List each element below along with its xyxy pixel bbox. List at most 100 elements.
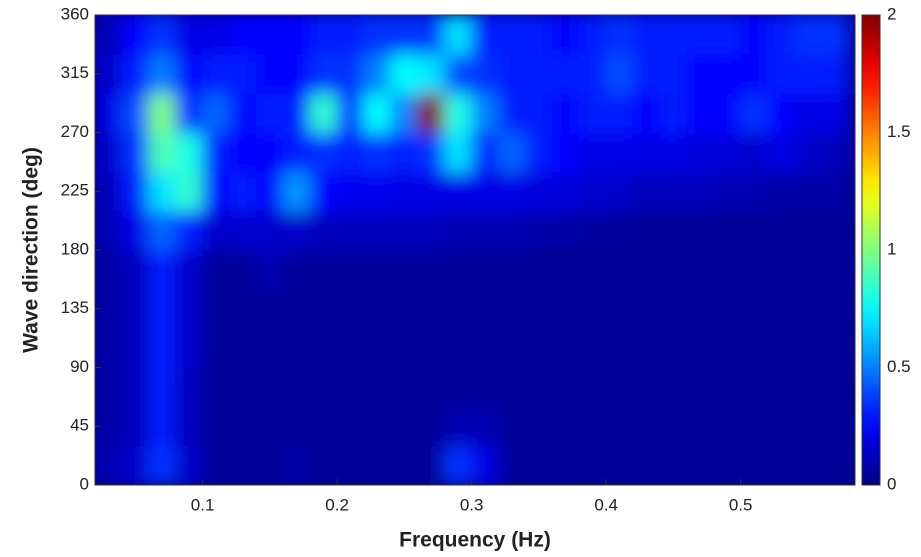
x-axis-label: Frequency (Hz): [399, 529, 551, 552]
heat-cell: [551, 367, 580, 408]
heat-cell: [524, 53, 553, 94]
heat-cell: [95, 445, 123, 485]
heat-cell: [471, 210, 500, 251]
heat-cell: [444, 445, 473, 485]
heat-cell: [417, 445, 446, 485]
heat-cell: [471, 15, 500, 55]
heat-cell: [793, 327, 822, 368]
heat-cell: [632, 327, 661, 368]
heat-cell: [686, 132, 715, 173]
heat-cell: [524, 288, 553, 329]
heat-cell: [148, 367, 177, 408]
heat-cell: [793, 132, 822, 173]
heat-cell: [390, 327, 419, 368]
heat-cell: [282, 445, 311, 485]
heat-cell: [740, 327, 769, 368]
heat-cell: [605, 171, 634, 212]
heat-cell: [202, 15, 231, 55]
heat-cell: [336, 15, 365, 55]
heat-cell: [444, 288, 473, 329]
heat-cell: [605, 15, 634, 55]
heat-cell: [793, 53, 822, 94]
y-tick-label: 225: [61, 181, 89, 200]
heat-cell: [202, 171, 231, 212]
heat-cell: [524, 15, 553, 55]
heat-cell: [659, 327, 688, 368]
colorbar-tick-label: 2: [887, 4, 896, 23]
colorbar-tick-label: 0: [887, 474, 896, 493]
heat-cell: [202, 132, 231, 173]
heat-cell: [820, 132, 849, 173]
heat-cell: [336, 367, 365, 408]
heat-cell: [202, 249, 231, 290]
heat-cell: [148, 288, 177, 329]
heat-cell: [121, 132, 150, 173]
heat-cell: [659, 406, 688, 447]
heat-cell: [686, 210, 715, 251]
heat-cell: [309, 92, 338, 133]
heat-cell: [498, 445, 526, 485]
heat-cell: [551, 445, 580, 485]
heat-cell: [713, 445, 742, 485]
heat-cell: [820, 53, 849, 94]
heat-cell: [471, 92, 500, 133]
heat-cell: [282, 132, 311, 173]
heat-cell: [309, 249, 338, 290]
heat-cell: [551, 53, 580, 94]
heat-cell: [659, 15, 688, 55]
heat-cell: [417, 367, 446, 408]
heat-cell: [202, 210, 231, 251]
axes: 0.1 0.2 0.3 0.4 0.5 0 45 90 135 180 225 270 315 360 0 0…: [61, 4, 911, 514]
heat-cell: [740, 249, 769, 290]
heat-cell: [498, 249, 526, 290]
heat-cell: [713, 327, 742, 368]
heat-cell: [767, 15, 795, 55]
heat-cell: [740, 15, 769, 55]
heat-cell: [417, 249, 446, 290]
heat-cell: [793, 367, 822, 408]
heat-cell: [336, 210, 365, 251]
heat-cell: [740, 132, 769, 173]
heat-cell: [578, 132, 607, 173]
heat-cell: [632, 92, 661, 133]
heatmap: [95, 15, 849, 485]
heat-cell: [740, 406, 769, 447]
heat-cell: [498, 171, 526, 212]
heat-cell: [767, 132, 795, 173]
heat-cell: [767, 327, 795, 368]
heat-cell: [820, 249, 849, 290]
heat-cell: [336, 445, 365, 485]
heat-cell: [363, 288, 392, 329]
heat-cell: [121, 171, 150, 212]
heat-cell: [793, 288, 822, 329]
heat-cell: [202, 92, 231, 133]
heat-cell: [95, 249, 123, 290]
heat-cell: [336, 327, 365, 368]
colorbar: [861, 14, 881, 486]
heat-cell: [793, 249, 822, 290]
heat-cell: [175, 53, 204, 94]
heat-cell: [524, 132, 553, 173]
heat-cell: [498, 288, 526, 329]
heat-cell: [229, 249, 257, 290]
heat-cell: [336, 406, 365, 447]
heat-cell: [229, 92, 257, 133]
heat-cell: [686, 327, 715, 368]
heat-cell: [202, 327, 231, 368]
heat-cell: [444, 327, 473, 368]
heat-cell: [820, 288, 849, 329]
heat-cell: [767, 406, 795, 447]
heat-cell: [148, 92, 177, 133]
heat-cell: [390, 367, 419, 408]
heat-cell: [793, 92, 822, 133]
heat-cell: [309, 406, 338, 447]
heat-cell: [202, 53, 231, 94]
heat-cell: [632, 53, 661, 94]
heat-cell: [524, 92, 553, 133]
heat-cell: [471, 53, 500, 94]
heat-cell: [390, 92, 419, 133]
heat-cell: [444, 92, 473, 133]
heat-cell: [175, 288, 204, 329]
heat-cell: [417, 53, 446, 94]
heat-cell: [659, 92, 688, 133]
